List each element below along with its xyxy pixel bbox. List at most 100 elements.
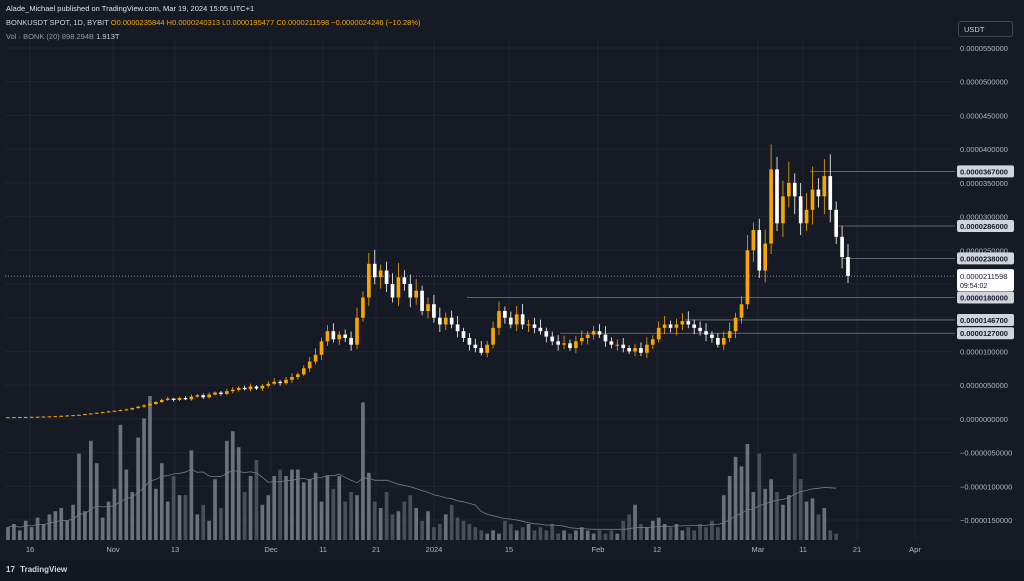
volume-bar	[491, 530, 495, 540]
volume-bar	[154, 488, 158, 540]
volume-bar	[307, 479, 312, 540]
volume-bar	[514, 530, 519, 540]
candle-body	[650, 339, 655, 345]
volume-bar	[402, 501, 407, 540]
volume-bar	[721, 495, 726, 540]
volume-bar	[47, 514, 52, 540]
volume-bar	[278, 469, 282, 540]
currency-unit-button[interactable]: USDT	[958, 21, 1013, 37]
volume-bar	[112, 488, 117, 540]
candle-body	[662, 324, 667, 328]
volume-bar	[508, 524, 513, 540]
price-labels: 0.00003670000.00002860000.00002380000.00…	[957, 165, 1014, 340]
volume-bar	[201, 504, 206, 540]
candle-body	[775, 169, 779, 224]
candle-body	[390, 284, 395, 298]
candle-body	[183, 397, 188, 400]
volume-bar	[656, 517, 661, 540]
x-tick-label: 11	[799, 545, 807, 554]
volume-bar	[284, 476, 288, 540]
volume-bar	[609, 530, 614, 540]
candle-body	[53, 416, 58, 418]
candle-body	[674, 324, 679, 328]
candle-body	[396, 277, 401, 298]
candle-body	[325, 331, 330, 342]
volume-bar	[574, 530, 578, 540]
x-tick-label: 15	[505, 545, 513, 554]
candle-body	[35, 416, 40, 418]
volume-bar	[367, 472, 371, 540]
candle-body	[810, 189, 815, 210]
candle-body	[727, 331, 732, 338]
candle-body	[77, 414, 81, 416]
candle-body	[248, 386, 253, 390]
candle-body	[296, 374, 300, 378]
volume-bar	[621, 520, 626, 540]
volume-bar	[390, 514, 395, 540]
candle-body	[225, 391, 229, 394]
volume-bar	[479, 530, 484, 540]
volume-bar	[568, 533, 572, 540]
candle-body	[538, 327, 543, 332]
candle-body	[840, 236, 844, 258]
volume-bar	[378, 508, 383, 540]
candle-body	[745, 250, 750, 305]
candle-body	[449, 317, 454, 325]
candle-body	[503, 310, 507, 318]
candle-body	[787, 182, 791, 197]
candle-body	[461, 331, 466, 338]
volume-bar	[136, 437, 140, 540]
volume-bar	[219, 508, 223, 540]
candle-body	[142, 405, 146, 407]
volume-bar	[266, 495, 271, 540]
volume-bar	[408, 495, 413, 540]
volume-bar	[88, 440, 93, 540]
x-tick-label: 2024	[426, 545, 443, 554]
volume-bar	[497, 533, 501, 540]
candle-body	[822, 176, 827, 197]
price-label-text: 0.0000127000	[960, 329, 1008, 338]
volume-bar	[733, 456, 738, 540]
candle-body	[367, 263, 371, 298]
candle-body	[195, 395, 200, 397]
grid-lines	[5, 40, 952, 540]
candle-body	[88, 413, 93, 415]
candle-body	[159, 399, 164, 402]
volume-bar	[183, 495, 188, 540]
candle-body	[260, 385, 265, 389]
y-tick-label: 0.0000000000	[960, 415, 1008, 424]
volume-ma: 898.294B	[61, 32, 94, 41]
y-tick-label: −0.0000050000	[960, 449, 1012, 458]
candle-body	[242, 387, 247, 390]
y-tick-label: −0.0000150000	[960, 516, 1012, 525]
candle-body	[733, 317, 738, 332]
tradingview-logo[interactable]: 17 TradingView	[6, 565, 67, 574]
volume-bar	[313, 472, 318, 540]
volume-bar	[532, 530, 537, 540]
candle-body	[254, 386, 259, 389]
volume-bar	[485, 533, 489, 540]
y-tick-label: 0.0000400000	[960, 145, 1008, 154]
volume-bar	[207, 520, 211, 540]
volume-bar	[236, 447, 241, 540]
candle-body	[621, 344, 626, 349]
candle-body	[29, 416, 34, 418]
volume-bar	[361, 402, 365, 540]
volume-bar	[579, 527, 584, 540]
volume-bar	[787, 495, 791, 540]
candle-body	[532, 324, 537, 328]
x-tick-label: Feb	[592, 545, 605, 554]
y-tick-label: 0.0000450000	[960, 111, 1008, 120]
volume-bar	[225, 440, 229, 540]
candle-body	[213, 392, 217, 395]
volume-bar	[526, 524, 531, 540]
candle-body	[816, 189, 821, 197]
volume-bars	[6, 396, 839, 540]
price-label-text: 0.0000286000	[960, 222, 1008, 231]
volume-bar	[41, 524, 46, 540]
horizontal-levels	[5, 170, 955, 334]
volume-bar	[585, 530, 590, 540]
volume-bar	[384, 492, 389, 540]
candle-body	[520, 314, 525, 325]
